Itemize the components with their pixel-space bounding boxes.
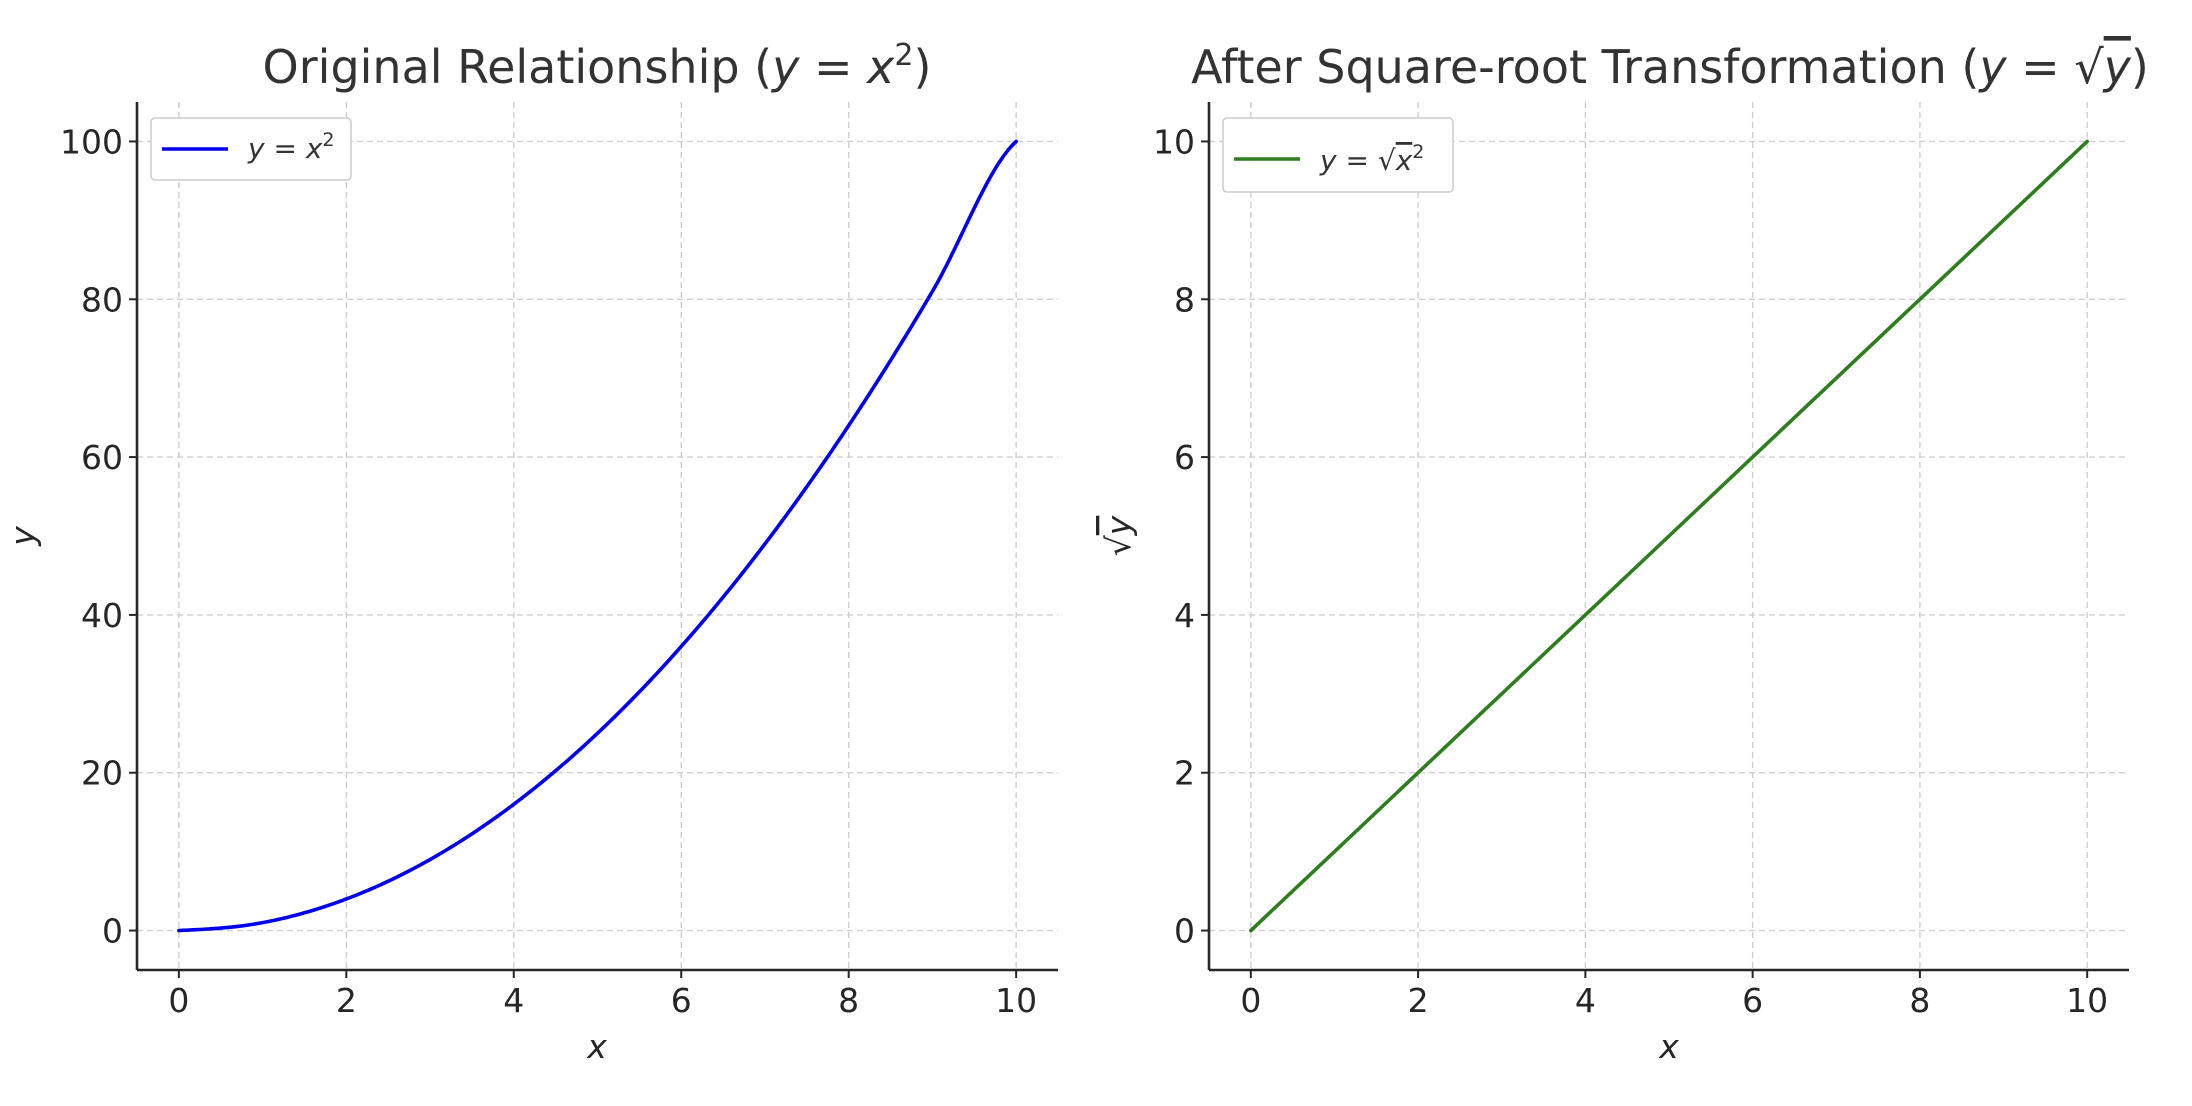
right-y-tick-label: 0 <box>1174 912 1195 951</box>
left-legend-label: y = x2 <box>247 129 335 165</box>
left-legend: y = x2 <box>150 117 352 181</box>
left-gridlines <box>137 102 1058 970</box>
right-x-tick-label: 4 <box>1575 981 1596 1020</box>
right-x-tick-label: 2 <box>1408 981 1429 1020</box>
left-series-path-0 <box>177 139 1018 933</box>
right-series-line <box>1249 139 2089 933</box>
left-y-axis-label: y <box>3 526 42 547</box>
right-y-axis-label: √y <box>1099 515 1138 556</box>
left-x-axis-label: x <box>586 1027 607 1066</box>
right-y-tick-label: 10 <box>1153 122 1195 161</box>
right-legend: y = √x2 <box>1222 117 1454 193</box>
right-series-path-0 <box>1249 139 2089 933</box>
right-y-tick-label: 4 <box>1174 596 1195 635</box>
right-x-tick-label: 0 <box>1240 981 1261 1020</box>
right-x-tick-label: 10 <box>2066 981 2108 1020</box>
left-series-line <box>177 139 1018 933</box>
left-x-tick-label: 8 <box>838 981 859 1020</box>
left-chart-title: Original Relationship (y = x2) <box>263 38 932 94</box>
left-y-tick-label: 80 <box>81 280 123 319</box>
left-x-tick-label: 4 <box>503 981 524 1020</box>
right-legend-box <box>1222 117 1454 193</box>
left-y-tick-label: 100 <box>60 122 123 161</box>
right-y-tick-label: 6 <box>1174 438 1195 477</box>
left-x-tick-label: 6 <box>671 981 692 1020</box>
left-x-tick-label: 0 <box>168 981 189 1020</box>
right-chart: 0 2 4 6 8 10 0 2 4 6 8 10 After Square-root Transfo… <box>1099 40 2149 1066</box>
left-y-tick-label: 0 <box>102 912 123 951</box>
right-x-tick-label: 8 <box>1909 981 1930 1020</box>
right-x-axis-label: x <box>1658 1027 1679 1066</box>
left-x-tick-label: 10 <box>995 981 1037 1020</box>
right-y-tick-label: 2 <box>1174 754 1195 793</box>
right-tick-labels: 0 2 4 6 8 10 0 2 4 6 8 10 <box>1153 122 2108 1020</box>
left-y-tick-label: 40 <box>81 596 123 635</box>
left-y-tick-label: 60 <box>81 438 123 477</box>
left-x-tick-label: 2 <box>336 981 357 1020</box>
right-legend-label: y = √x2 <box>1319 141 1424 177</box>
left-legend-box <box>150 117 352 181</box>
right-y-tick-label: 8 <box>1174 280 1195 319</box>
right-chart-title: After Square-root Transformation (y = √y… <box>1191 40 2149 94</box>
left-y-tick-label: 20 <box>81 754 123 793</box>
right-x-tick-label: 6 <box>1742 981 1763 1020</box>
right-gridlines <box>1209 102 2129 970</box>
